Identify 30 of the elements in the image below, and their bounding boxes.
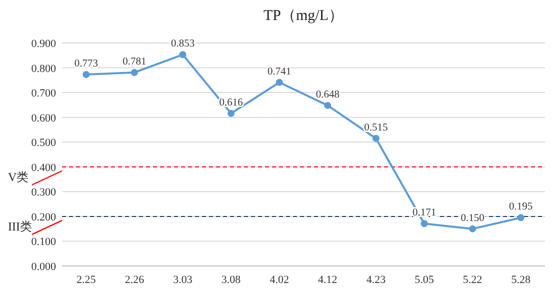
ref-line-label: III类 [8, 219, 32, 234]
text: 0.741 [268, 66, 292, 78]
ref-line-label: V类 [8, 170, 29, 184]
text: 0.195 [509, 202, 533, 213]
text: 0.648 [316, 89, 340, 100]
chart-title: TP（mg/L） [263, 8, 344, 24]
text: 0.773 [74, 58, 98, 70]
y-tick-label: 0.800 [31, 62, 56, 75]
x-tick-label: 3.08 [221, 274, 242, 286]
y-tick-label: 0.300 [31, 186, 56, 199]
x-tick-label: 3.03 [173, 274, 193, 286]
text: 0.781 [122, 56, 146, 68]
y-tick-label: 0.700 [31, 88, 56, 100]
text: 0.853 [170, 38, 195, 50]
y-tick-label: 0.200 [31, 211, 56, 224]
text: 0.515 [364, 122, 388, 134]
x-tick-label: 2.25 [76, 274, 96, 286]
x-tick-label: 4.23 [366, 274, 386, 286]
x-tick-label: 4.02 [270, 274, 289, 286]
y-tick-label: 0.600 [31, 112, 56, 124]
x-tick-label: 2.26 [124, 274, 145, 286]
x-tick-label: 5.28 [511, 274, 531, 286]
y-tick-label: 0.000 [31, 261, 56, 273]
x-tick-label: 5.22 [462, 274, 482, 286]
y-tick-label: 0.500 [31, 137, 56, 150]
y-tick-label: 0.900 [31, 38, 56, 50]
x-tick-label: 5.05 [414, 274, 434, 286]
y-tick-label: 0.400 [31, 162, 56, 174]
y-tick-label: 0.100 [31, 236, 56, 248]
x-tick-label: 4.12 [318, 274, 338, 286]
